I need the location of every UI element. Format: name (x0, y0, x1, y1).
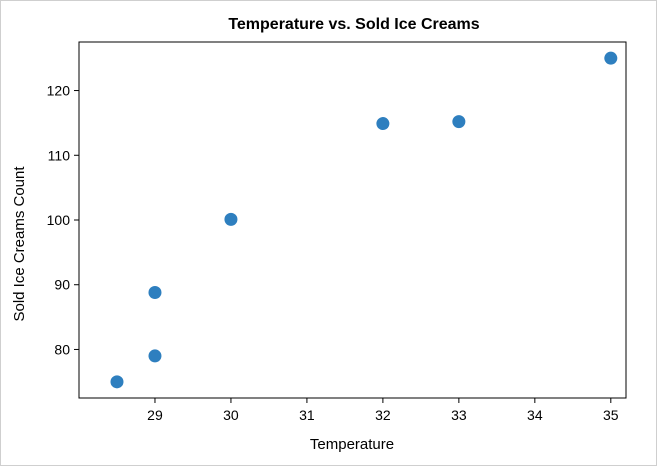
scatter-point (376, 117, 390, 131)
scatter-point (148, 349, 162, 363)
x-tick-label: 35 (603, 407, 619, 423)
plot-area-frame (78, 41, 627, 399)
scatter-point (452, 115, 466, 129)
y-axis: 80 90 100 110 120 (47, 83, 79, 357)
x-tick-label: 31 (299, 407, 315, 423)
y-tick-label: 110 (48, 147, 71, 163)
chart-title: Temperature vs. Sold Ice Creams (228, 16, 479, 33)
y-tick-label: 120 (47, 83, 71, 99)
x-tick-label: 32 (375, 407, 391, 423)
scatter-point (110, 375, 124, 389)
y-tick-label: 80 (54, 341, 70, 357)
scatter-point (224, 212, 238, 226)
x-tick-label: 34 (527, 407, 543, 423)
y-tick-label: 100 (47, 212, 71, 228)
x-axis: 29 30 31 32 33 34 35 (147, 398, 619, 423)
y-tick-label: 90 (54, 277, 70, 293)
scatter-point (148, 285, 162, 299)
x-tick-label: 33 (451, 407, 467, 423)
scatter-point (604, 51, 618, 65)
data-points (110, 51, 618, 389)
x-axis-label: Temperature (310, 436, 394, 453)
y-axis-label: Sold Ice Creams Count (11, 166, 28, 322)
x-tick-label: 30 (223, 407, 239, 423)
x-tick-label: 29 (147, 407, 163, 423)
